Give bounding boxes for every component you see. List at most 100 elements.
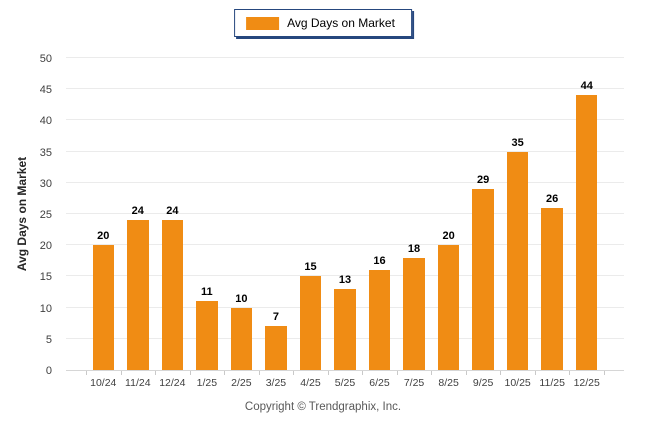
x-tick-label: 12/24 [159,377,186,389]
y-tick-label: 15 [39,271,52,283]
x-tick-label: 10/24 [90,377,117,389]
bar [161,220,184,370]
x-tick-label: 10/25 [504,377,531,389]
x-tick-label: 4/25 [300,377,321,389]
bar-slot: 44 [569,58,604,370]
bar-value-label: 11 [201,286,213,298]
x-axis-tick [604,371,605,375]
x-tick-label: 9/25 [472,377,494,389]
y-tick-label: 35 [39,147,52,159]
bar-value-label: 20 [97,230,110,242]
bar [541,208,563,370]
bar-slot: 16 [362,58,397,370]
gridline [66,88,624,89]
gridline [66,57,624,58]
x-axis-tick [259,371,260,375]
bar-slot: 20 [431,58,466,370]
x-axis-tick [328,371,329,375]
y-axis-labels: 0 5 10 15 20 25 30 35 40 45 50 [28,53,58,377]
x-tick-label: 3/25 [265,377,287,389]
y-tick-label: 0 [45,365,52,377]
bar [576,95,598,370]
y-tick-label: 45 [39,84,52,96]
bar-slot: 15 [293,58,328,370]
x-tick-label: 11/24 [125,377,151,389]
bar-value-label: 35 [511,137,524,149]
x-axis-tick [86,371,87,375]
x-tick-label: 6/25 [369,377,390,389]
bars-row: 20 24 24 11 10 7 15 13 16 18 20 29 35 26 44 [66,58,624,370]
bar-value-label: 44 [580,80,593,92]
x-tick-label: 1/25 [196,377,218,389]
bar [437,245,460,370]
x-axis-tick [431,371,432,375]
bar-value-label: 10 [235,293,248,305]
bar [127,220,149,370]
x-tick-label: 2/25 [231,377,252,389]
bar-value-label: 29 [476,174,490,186]
bar-value-label: 15 [304,261,317,273]
x-axis-tick [121,371,122,375]
y-tick-label: 50 [39,53,52,65]
bar-value-label: 24 [166,205,179,217]
bar-slot: 13 [328,58,363,370]
bar [506,152,529,370]
gridline [66,151,624,152]
bar [299,276,322,370]
bar-slot: 20 [86,58,121,370]
x-axis-tick [224,371,225,375]
bar-slot: 29 [466,58,501,370]
legend: Avg Days on Market [234,9,412,37]
gridline [66,213,624,214]
bar-slot: 26 [535,58,570,370]
bar-slot: 18 [397,58,432,370]
bar-value-label: 18 [407,243,421,255]
bar-value-label: 16 [373,255,386,267]
y-tick-label: 20 [39,240,52,252]
plot-area: 20 24 24 11 10 7 15 13 16 18 20 29 35 26 44 [66,57,624,371]
x-tick-label: 5/25 [334,377,356,389]
y-tick-label: 5 [45,334,52,346]
bar-slot: 7 [259,58,294,370]
bar [265,326,287,370]
gridline [66,244,624,245]
bar-slot: 11 [190,58,225,370]
bar-slot: 24 [155,58,190,370]
x-axis-labels: 10/24 11/24 12/24 1/25 2/25 3/25 4/25 5/25 6/25 7… [66,377,624,389]
y-tick-label: 30 [39,178,52,190]
x-axis-tick [500,371,501,375]
x-axis-tick [190,371,191,375]
bar [334,289,356,370]
bar-slot: 10 [224,58,259,370]
bar [403,258,425,370]
bar-value-label: 26 [546,193,559,205]
bar [368,270,391,370]
gridline [66,182,624,183]
bar-slot: 35 [500,58,535,370]
x-axis-tick [569,371,570,375]
x-axis-tick [362,371,363,375]
y-tick-label: 40 [39,115,52,127]
x-tick-label: 11/25 [539,377,565,389]
legend-label: Avg Days on Market [287,16,395,30]
gridline [66,119,624,120]
legend-swatch-icon [246,16,280,30]
bar-slot: 24 [121,58,156,370]
bar [230,308,253,370]
bar [196,301,218,370]
x-axis-tick [293,371,294,375]
bar-value-label: 24 [131,205,144,217]
x-axis-tick [466,371,467,375]
x-axis-tick [155,371,156,375]
gridline [66,275,624,276]
bar-value-label: 7 [272,311,279,323]
x-axis-tick [397,371,398,375]
x-tick-label: 12/25 [573,377,600,389]
y-tick-label: 25 [39,209,52,221]
y-tick-label: 10 [39,303,52,315]
bar-value-label: 13 [338,274,352,286]
x-axis-ticks [66,371,624,376]
y-axis-title: Avg Days on Market [15,156,29,272]
bar-value-label: 20 [442,230,455,242]
